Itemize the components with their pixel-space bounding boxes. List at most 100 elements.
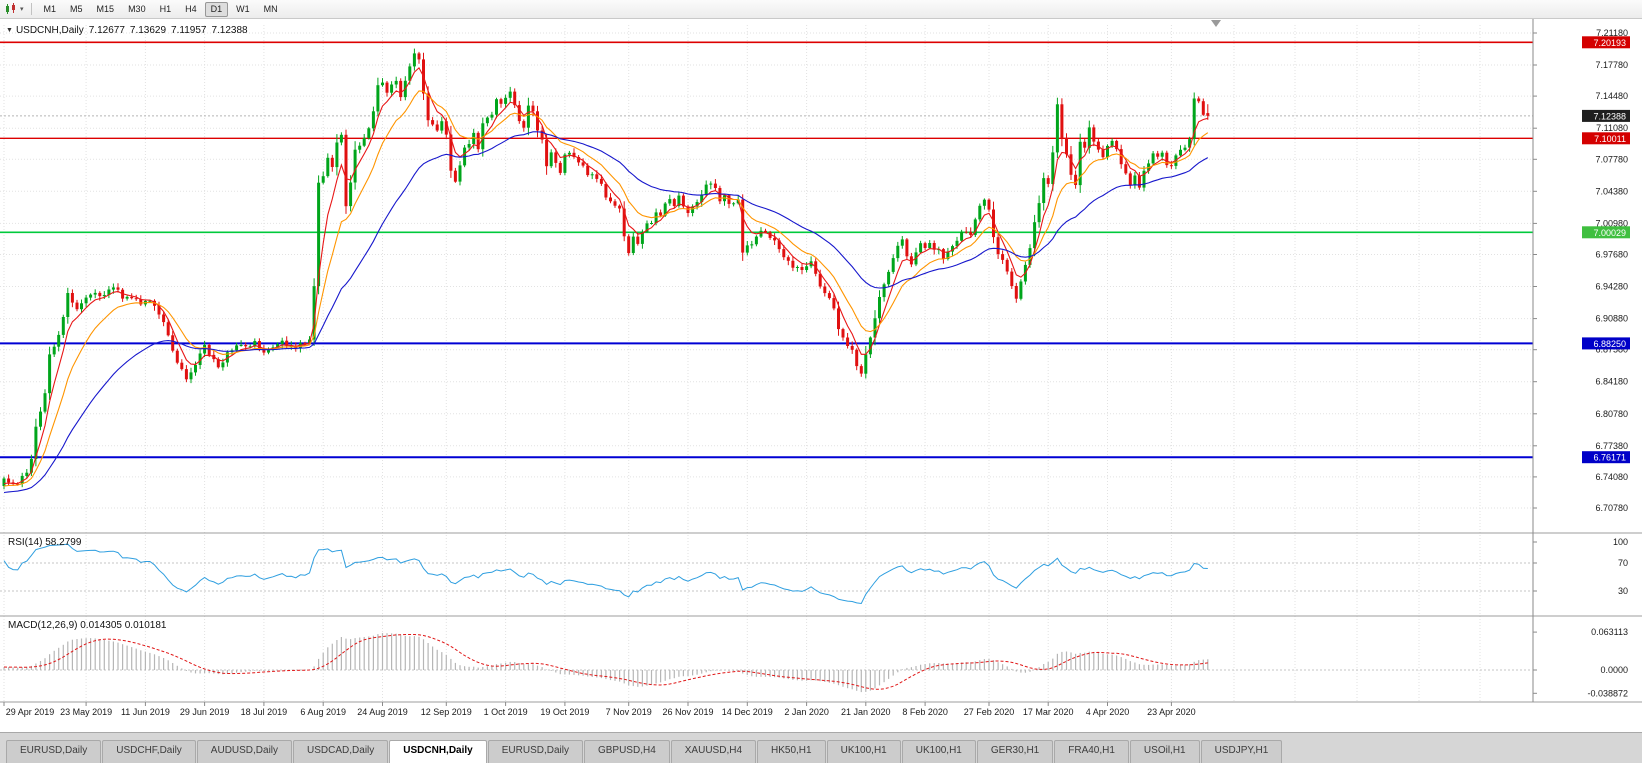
tab-audusd-daily[interactable]: AUDUSD,Daily — [196, 740, 293, 763]
svg-text:6.88250: 6.88250 — [1593, 339, 1626, 349]
horizontal-level-lines[interactable] — [0, 41, 1533, 459]
svg-text:27 Feb 2020: 27 Feb 2020 — [964, 707, 1015, 717]
macd-indicator-label: MACD(12,26,9) 0.014305 0.010181 — [8, 620, 167, 631]
timeframe-m1[interactable]: M1 — [38, 2, 63, 17]
svg-text:6.97680: 6.97680 — [1595, 250, 1628, 260]
timeframe-h4[interactable]: H4 — [179, 2, 203, 17]
macd-signal-value: 0.010181 — [124, 620, 167, 631]
timeframe-m30[interactable]: M30 — [122, 2, 152, 17]
tab-usoil-h1[interactable]: USOil,H1 — [1129, 740, 1200, 763]
tab-uk100-h1[interactable]: UK100,H1 — [826, 740, 901, 763]
svg-text:6.87580: 6.87580 — [1595, 345, 1628, 355]
timeframe-d1[interactable]: D1 — [204, 1, 229, 17]
svg-text:0.063113: 0.063113 — [1591, 627, 1628, 637]
macd-pane[interactable]: 0.063113 0.0000 -0.038872 — [0, 627, 1628, 698]
svg-text:18 Jul 2019: 18 Jul 2019 — [241, 707, 288, 717]
tab-usdcad-daily[interactable]: USDCAD,Daily — [293, 740, 389, 763]
top-toolbar: ▾ M1 M5 M15 M30 H1 H4 D1 W1 MN — [0, 0, 1642, 19]
svg-text:14 Dec 2019: 14 Dec 2019 — [722, 707, 773, 717]
svg-text:7.00980: 7.00980 — [1595, 218, 1628, 228]
ohlc-open: 7.12677 — [88, 25, 125, 36]
svg-text:6.94280: 6.94280 — [1595, 282, 1628, 292]
toolbar-separator — [30, 3, 32, 15]
rsi-pane[interactable]: 100 70 30 — [0, 537, 1628, 605]
svg-text:6.77380: 6.77380 — [1595, 441, 1628, 451]
svg-text:6.80780: 6.80780 — [1595, 409, 1628, 419]
chart-type-icon[interactable] — [4, 3, 17, 15]
ma-fast-red[interactable] — [3, 67, 1208, 485]
svg-text:0.0000: 0.0000 — [1600, 665, 1628, 675]
chart-symbol-period: USDCNH,Daily — [15, 25, 84, 36]
svg-text:6.90880: 6.90880 — [1595, 314, 1628, 324]
svg-text:8 Feb 2020: 8 Feb 2020 — [902, 707, 948, 717]
svg-text:21 Jan 2020: 21 Jan 2020 — [841, 707, 891, 717]
svg-text:7.00029: 7.00029 — [1593, 228, 1626, 238]
svg-text:7.17780: 7.17780 — [1595, 60, 1628, 70]
price-axis[interactable]: 7.21180 7.17780 7.14480 7.11080 7.07780 7.043… — [1533, 28, 1628, 513]
candles-layer[interactable] — [2, 48, 1210, 490]
timeframe-m15[interactable]: M15 — [91, 2, 121, 17]
svg-text:7.20193: 7.20193 — [1593, 38, 1626, 48]
svg-text:7.07780: 7.07780 — [1595, 154, 1628, 164]
collapse-panel-icon[interactable]: ▼ — [6, 27, 13, 34]
price-badges: 7.20193 7.12388 7.10011 7.00029 6.88250 6.761… — [1582, 36, 1630, 464]
tab-usdchf-daily[interactable]: USDCHF,Daily — [102, 740, 196, 763]
ma-slow-blue[interactable] — [3, 131, 1209, 494]
svg-text:24 Aug 2019: 24 Aug 2019 — [357, 707, 408, 717]
svg-text:-0.038872: -0.038872 — [1587, 688, 1628, 698]
macd-signal-line — [3, 634, 1208, 690]
chart-shift-marker-icon[interactable] — [1211, 20, 1221, 27]
svg-text:6.74080: 6.74080 — [1595, 472, 1628, 482]
svg-text:7 Nov 2019: 7 Nov 2019 — [606, 707, 652, 717]
svg-text:29 Apr 2019: 29 Apr 2019 — [6, 707, 55, 717]
svg-text:4 Apr 2020: 4 Apr 2020 — [1086, 707, 1130, 717]
ohlc-high: 7.13629 — [129, 25, 167, 36]
svg-text:23 May 2019: 23 May 2019 — [60, 707, 112, 717]
chart-type-dropdown-icon[interactable]: ▾ — [20, 6, 24, 13]
svg-text:7.10011: 7.10011 — [1594, 134, 1626, 144]
tab-xauusd-h4[interactable]: XAUUSD,H4 — [670, 740, 757, 763]
svg-text:6 Aug 2019: 6 Aug 2019 — [300, 707, 346, 717]
time-axis[interactable]: 29 Apr 2019 23 May 2019 11 Jun 2019 29 Jun … — [3, 702, 1196, 717]
svg-text:7.14480: 7.14480 — [1595, 91, 1628, 101]
timeframe-w1[interactable]: W1 — [230, 2, 256, 17]
svg-text:29 Jun 2019: 29 Jun 2019 — [180, 707, 230, 717]
tab-fra40-h1[interactable]: FRA40,H1 — [1054, 740, 1129, 763]
svg-text:30: 30 — [1618, 586, 1628, 596]
svg-text:7.12388: 7.12388 — [1593, 111, 1626, 121]
svg-text:6.84180: 6.84180 — [1595, 377, 1628, 387]
tab-usdcnh-daily[interactable]: USDCNH,Daily — [389, 740, 487, 763]
svg-text:70: 70 — [1618, 558, 1628, 568]
rsi-value: 58.2799 — [45, 537, 82, 548]
tab-eurusd-daily-2[interactable]: EURUSD,Daily — [487, 740, 583, 763]
svg-text:23 Apr 2020: 23 Apr 2020 — [1147, 707, 1196, 717]
svg-text:12 Sep 2019: 12 Sep 2019 — [421, 707, 472, 717]
tab-gbpusd-h4[interactable]: GBPUSD,H4 — [583, 740, 670, 763]
rsi-indicator-label: RSI(14) 58.2799 — [8, 537, 82, 548]
timeframe-m5[interactable]: M5 — [64, 2, 89, 17]
chart-window-tabbar: EURUSD,Daily USDCHF,Daily AUDUSD,Daily U… — [0, 732, 1642, 763]
ohlc-low: 7.11957 — [171, 25, 207, 36]
price-chart-canvas[interactable]: 7.21180 7.17780 7.14480 7.11080 7.07780 7.043… — [0, 18, 1642, 732]
svg-text:7.04380: 7.04380 — [1595, 186, 1628, 196]
svg-text:1 Oct 2019: 1 Oct 2019 — [484, 707, 528, 717]
timeframe-mn[interactable]: MN — [258, 2, 284, 17]
svg-text:19 Oct 2019: 19 Oct 2019 — [540, 707, 589, 717]
svg-text:7.21180: 7.21180 — [1596, 28, 1628, 38]
svg-text:100: 100 — [1613, 537, 1628, 547]
svg-text:2 Jan 2020: 2 Jan 2020 — [784, 707, 829, 717]
tab-eurusd-daily[interactable]: EURUSD,Daily — [6, 740, 102, 763]
svg-text:7.11080: 7.11080 — [1596, 123, 1628, 133]
tab-usdjpy-h1[interactable]: USDJPY,H1 — [1200, 740, 1283, 763]
ohlc-close: 7.12388 — [211, 25, 248, 36]
svg-text:6.70780: 6.70780 — [1595, 503, 1628, 513]
rsi-line — [3, 543, 1208, 605]
tab-hk50-h1[interactable]: HK50,H1 — [757, 740, 826, 763]
timeframe-h1[interactable]: H1 — [154, 2, 178, 17]
chart-grid — [0, 25, 1533, 702]
chart-ohlc-header: ▼ USDCNH,Daily 7.12677 7.13629 7.11957 7.1238… — [6, 25, 248, 36]
tab-uk100-h1-2[interactable]: UK100,H1 — [901, 740, 976, 763]
tab-ger30-h1[interactable]: GER30,H1 — [976, 740, 1054, 763]
ma-mid-orange[interactable] — [3, 90, 1209, 487]
svg-text:26 Nov 2019: 26 Nov 2019 — [662, 707, 713, 717]
